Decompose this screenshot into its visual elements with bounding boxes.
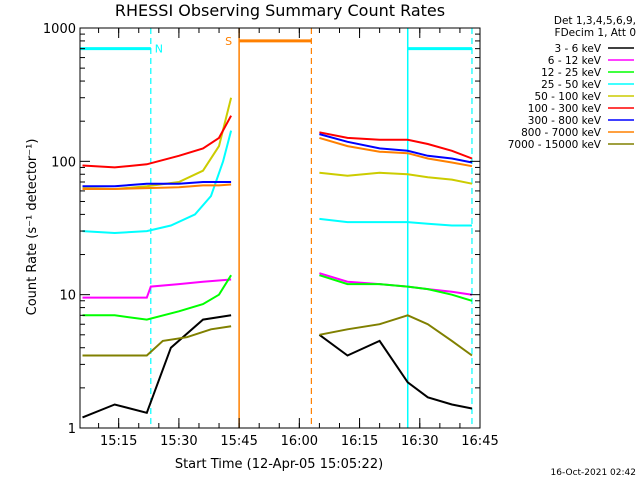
legend-header-line: FDecim 1, Att 0 bbox=[555, 27, 636, 39]
x-tick-label: 15:15 bbox=[100, 434, 137, 449]
series-segment bbox=[82, 130, 233, 235]
y-tick-label: 100 bbox=[51, 155, 76, 170]
series-segment bbox=[82, 97, 233, 191]
series-segment bbox=[82, 183, 232, 190]
series-segment bbox=[319, 133, 473, 164]
x-tick-label: 16:00 bbox=[281, 434, 318, 449]
chart-title: RHESSI Observing Summary Count Rates bbox=[115, 1, 445, 20]
series-segment bbox=[319, 131, 473, 160]
series-segment bbox=[82, 325, 232, 357]
y-tick-label: 1 bbox=[68, 422, 76, 437]
y-tick-label: 1000 bbox=[43, 22, 76, 37]
series-segment bbox=[82, 274, 232, 321]
footer-timestamp: 16-Oct-2021 02:42 bbox=[551, 468, 636, 478]
legend-label: 50 - 100 keV bbox=[534, 91, 601, 103]
series-segment bbox=[319, 171, 473, 185]
series-50-100-keV-line bbox=[82, 97, 473, 191]
series-segment bbox=[319, 217, 472, 227]
legend-label: 300 - 800 keV bbox=[528, 115, 602, 127]
series-segment bbox=[319, 136, 473, 168]
legend-label: 800 - 7000 keV bbox=[521, 127, 602, 139]
x-tick-label: 16:15 bbox=[341, 434, 378, 449]
series-segment bbox=[82, 181, 232, 188]
series-7000-15000-keV-line bbox=[82, 314, 473, 357]
legend-label: 12 - 25 keV bbox=[541, 67, 602, 79]
series-segment bbox=[319, 314, 473, 357]
series-800-7000-keV-line bbox=[82, 136, 473, 190]
legend-label: 3 - 6 keV bbox=[554, 43, 601, 55]
series-6-12-keV-line bbox=[82, 272, 473, 299]
series-12-25-keV-line bbox=[82, 274, 473, 321]
x-tick-label: 15:45 bbox=[220, 434, 257, 449]
series-segment bbox=[82, 314, 232, 419]
x-tick-label: 15:30 bbox=[160, 434, 197, 449]
plot-frame bbox=[79, 27, 481, 429]
legend-label: 6 - 12 keV bbox=[548, 55, 602, 67]
x-tick-label: 16:30 bbox=[401, 434, 438, 449]
y-tick-label: 10 bbox=[59, 289, 76, 304]
series-segment bbox=[82, 278, 232, 299]
legend-header-line: Det 1,3,4,5,6,9, bbox=[554, 15, 636, 27]
series-segment bbox=[82, 115, 232, 169]
series-300-800-keV-line bbox=[82, 133, 473, 188]
series-segment bbox=[319, 272, 473, 296]
y-axis-label: Count Rate (s⁻¹ detector⁻¹) bbox=[25, 139, 40, 316]
legend-label: 25 - 50 keV bbox=[541, 79, 602, 91]
series-3-6-keV-line bbox=[82, 314, 473, 419]
series-100-300-keV-line bbox=[82, 115, 473, 169]
legend-label: 7000 - 15000 keV bbox=[508, 139, 602, 151]
x-axis-label: Start Time (12-Apr-05 15:05:22) bbox=[175, 457, 383, 472]
series-25-50-keV-line bbox=[82, 130, 472, 235]
legend-label: 100 - 300 keV bbox=[528, 103, 602, 115]
night-label: N bbox=[155, 43, 163, 56]
series-segment bbox=[318, 333, 473, 410]
saa-label: S bbox=[225, 35, 232, 48]
series-segment bbox=[319, 274, 473, 302]
x-tick-label: 16:45 bbox=[461, 434, 498, 449]
